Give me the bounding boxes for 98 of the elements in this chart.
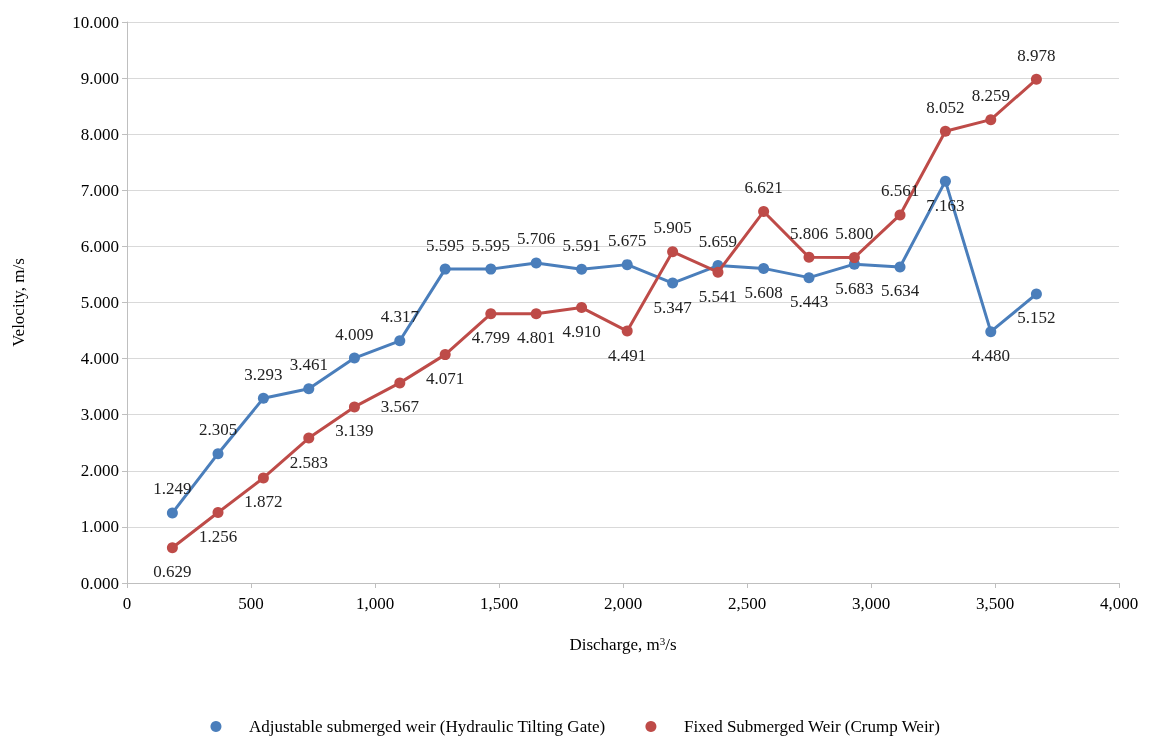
y-tick-label: 4.000 bbox=[80, 349, 119, 369]
data-label: 1.256 bbox=[198, 527, 238, 547]
data-label: 3.139 bbox=[335, 421, 374, 441]
point bbox=[212, 507, 224, 519]
y-tick-label: 8.000 bbox=[80, 124, 119, 144]
point bbox=[576, 263, 588, 275]
point bbox=[166, 507, 178, 519]
data-label: 5.675 bbox=[608, 231, 647, 251]
data-label: 3.293 bbox=[244, 364, 283, 384]
point bbox=[348, 401, 360, 413]
point bbox=[576, 302, 588, 314]
point bbox=[439, 263, 451, 275]
y-tick-label: 10.000 bbox=[72, 12, 119, 32]
data-label: 4.910 bbox=[562, 322, 601, 342]
point bbox=[1030, 288, 1042, 300]
y-tick-label: 6.000 bbox=[80, 236, 119, 256]
point bbox=[166, 542, 178, 554]
point bbox=[667, 277, 679, 289]
point bbox=[894, 209, 906, 221]
data-label: 1.249 bbox=[153, 479, 192, 499]
point bbox=[530, 308, 542, 320]
data-label: 8.978 bbox=[1017, 45, 1056, 65]
y-tick-label: 2.000 bbox=[80, 461, 119, 481]
x-tick-label: 2,000 bbox=[603, 594, 643, 613]
data-label: 5.905 bbox=[653, 218, 692, 238]
data-label: 8.259 bbox=[971, 86, 1010, 106]
data-label: 5.683 bbox=[835, 278, 874, 298]
x-tick-label: 3,500 bbox=[975, 594, 1015, 613]
data-label: 8.052 bbox=[926, 97, 965, 117]
point bbox=[485, 263, 497, 275]
data-label: 5.659 bbox=[698, 232, 738, 252]
data-label: 3.567 bbox=[380, 397, 420, 417]
legend-label: Adjustable submerged weir (Hydraulic Tilting Gate) bbox=[248, 717, 606, 736]
point bbox=[348, 352, 360, 364]
point bbox=[621, 259, 633, 271]
y-tick-label: 9.000 bbox=[80, 68, 119, 88]
data-label: 4.799 bbox=[471, 328, 510, 348]
point bbox=[894, 261, 906, 273]
point bbox=[257, 392, 269, 404]
point bbox=[394, 377, 406, 389]
x-tick-label: 2,500 bbox=[727, 594, 767, 613]
x-tick-label: 1,500 bbox=[479, 594, 519, 613]
y-tick-label: 5.000 bbox=[80, 293, 119, 312]
y-axis-title: Velocity, m/s bbox=[9, 258, 28, 347]
point bbox=[621, 325, 633, 337]
point bbox=[303, 432, 315, 444]
data-label: 5.443 bbox=[789, 292, 829, 312]
data-label: 3.461 bbox=[289, 355, 328, 375]
point bbox=[848, 252, 860, 264]
data-label: 5.634 bbox=[880, 281, 920, 301]
data-label: 5.347 bbox=[653, 297, 693, 317]
x-tick-label: 0 bbox=[122, 594, 132, 613]
data-label: 5.608 bbox=[744, 282, 783, 302]
data-label: 2.305 bbox=[198, 420, 238, 440]
data-label: 5.806 bbox=[789, 223, 829, 243]
point bbox=[803, 251, 815, 263]
data-label: 4.491 bbox=[608, 345, 647, 365]
data-label: 5.800 bbox=[835, 224, 874, 244]
point bbox=[758, 262, 770, 274]
point bbox=[939, 175, 951, 187]
y-tick-label: 1.000 bbox=[80, 517, 119, 537]
data-label: 4.801 bbox=[517, 328, 556, 348]
data-label: 5.706 bbox=[517, 229, 556, 249]
point bbox=[439, 349, 451, 361]
point bbox=[803, 272, 815, 284]
point bbox=[985, 326, 997, 338]
data-label: 5.595 bbox=[426, 235, 465, 255]
point bbox=[212, 448, 224, 460]
point bbox=[530, 257, 542, 269]
data-label: 5.591 bbox=[562, 235, 601, 255]
point bbox=[303, 383, 315, 395]
x-tick-label: 4,000 bbox=[1099, 594, 1139, 613]
y-tick-label: 3.000 bbox=[80, 405, 119, 425]
x-tick-label: 500 bbox=[238, 594, 264, 613]
point bbox=[394, 335, 406, 347]
data-label: 1.872 bbox=[244, 492, 283, 512]
data-label: 5.595 bbox=[471, 235, 510, 255]
data-label: 4.009 bbox=[335, 324, 374, 344]
point bbox=[758, 206, 770, 218]
point bbox=[257, 472, 269, 484]
data-label: 2.583 bbox=[289, 452, 328, 472]
y-tick-label: 0.000 bbox=[80, 573, 119, 593]
point bbox=[939, 125, 951, 137]
point bbox=[712, 266, 724, 278]
point bbox=[985, 114, 997, 126]
point bbox=[667, 246, 679, 258]
y-tick-label: 7.000 bbox=[80, 180, 119, 200]
x-tick-label: 3,000 bbox=[851, 594, 891, 613]
point bbox=[1030, 73, 1042, 85]
legend-label: Fixed Submerged Weir (Crump Weir) bbox=[683, 717, 940, 736]
point bbox=[485, 308, 497, 320]
data-label: 5.152 bbox=[1017, 308, 1056, 328]
data-label: 6.621 bbox=[744, 178, 783, 198]
x-tick-label: 1,000 bbox=[355, 594, 395, 613]
data-label: 5.541 bbox=[698, 286, 738, 306]
data-label: 0.629 bbox=[153, 562, 192, 582]
data-label: 4.480 bbox=[971, 346, 1010, 366]
data-label: 4.071 bbox=[426, 369, 465, 389]
